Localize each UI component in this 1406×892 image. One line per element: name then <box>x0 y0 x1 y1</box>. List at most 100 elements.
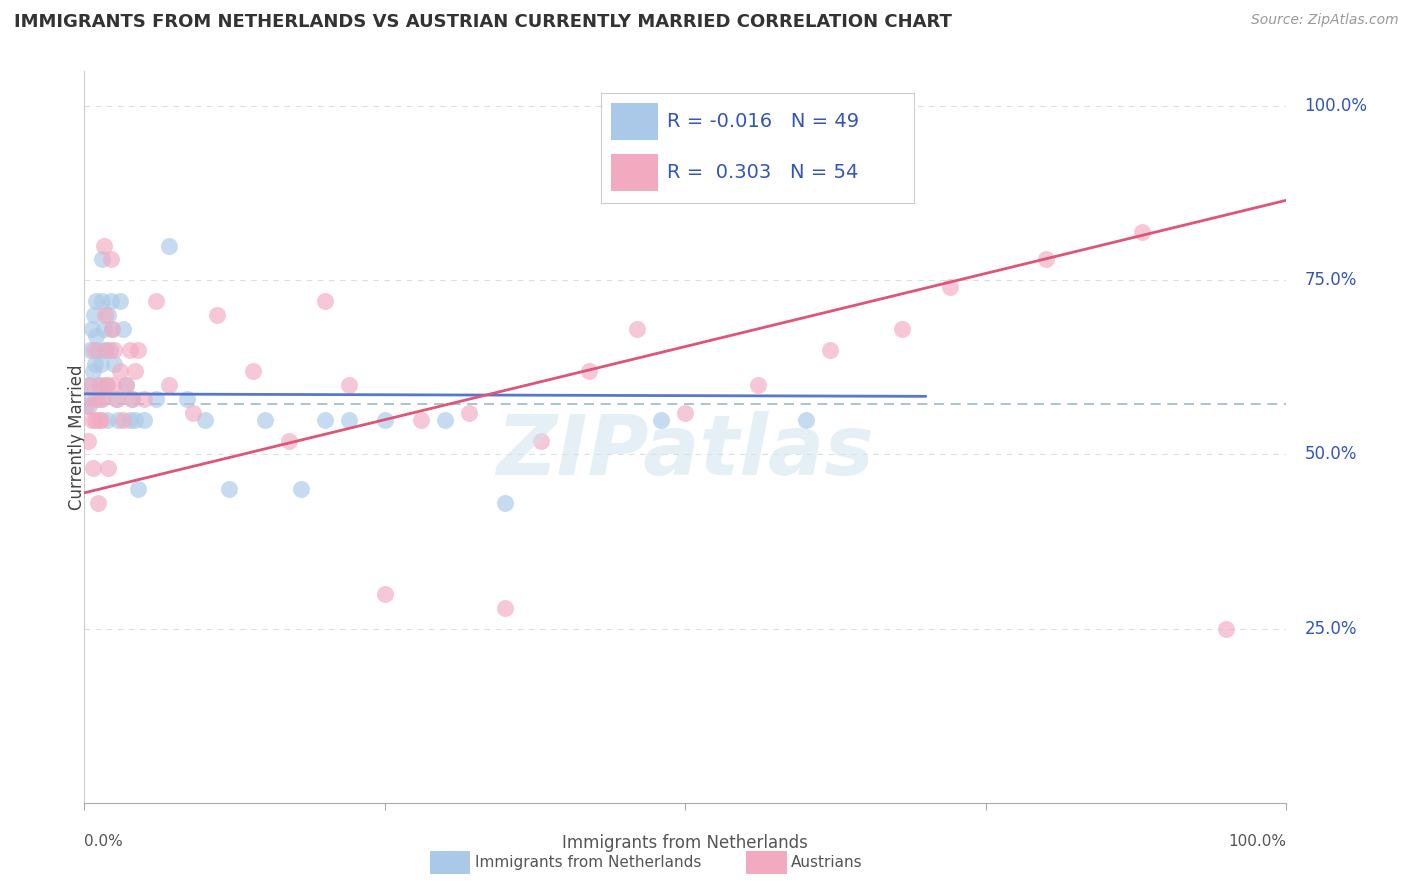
Point <box>194 412 217 426</box>
Point <box>84 412 107 426</box>
Point <box>124 364 146 378</box>
Point <box>104 392 127 406</box>
Text: Immigrants from Netherlands: Immigrants from Netherlands <box>562 834 808 852</box>
Point <box>157 377 180 392</box>
Point <box>82 364 104 378</box>
Point <box>626 322 648 336</box>
Point <box>77 399 100 413</box>
Text: IMMIGRANTS FROM NETHERLANDS VS AUSTRIAN CURRENTLY MARRIED CORRELATION CHART: IMMIGRANTS FROM NETHERLANDS VS AUSTRIAN … <box>14 13 952 31</box>
Point <box>103 357 125 371</box>
Point <box>115 377 138 392</box>
Point <box>79 343 101 357</box>
Point <box>77 434 100 448</box>
Point <box>75 392 97 406</box>
Point <box>93 238 115 252</box>
Point <box>890 322 912 336</box>
Point <box>80 412 103 426</box>
Point <box>794 412 817 426</box>
Point <box>458 406 481 420</box>
Text: Immigrants from Netherlands: Immigrants from Netherlands <box>475 855 702 870</box>
Point <box>86 294 108 309</box>
Point <box>91 294 114 309</box>
Point <box>96 377 118 392</box>
Point <box>79 377 101 392</box>
Point <box>181 406 204 420</box>
Point <box>80 322 103 336</box>
Point <box>314 294 336 309</box>
Point <box>1035 252 1057 267</box>
Point <box>218 483 240 497</box>
Point <box>314 412 336 426</box>
Point <box>94 343 117 357</box>
Text: ZIPatlas: ZIPatlas <box>496 411 875 492</box>
Point <box>101 322 124 336</box>
Point <box>77 377 100 392</box>
Point <box>105 392 128 406</box>
Point <box>290 483 312 497</box>
Point <box>111 322 134 336</box>
Point <box>747 377 769 392</box>
Point <box>86 392 108 406</box>
Point <box>675 406 697 420</box>
Point <box>374 587 396 601</box>
Point <box>91 252 114 267</box>
Point <box>96 412 118 426</box>
Point <box>242 364 264 378</box>
Point <box>409 412 432 426</box>
Point <box>107 412 129 426</box>
Point <box>374 412 396 426</box>
Point <box>84 357 107 371</box>
Text: 0.0%: 0.0% <box>84 834 124 849</box>
Point <box>110 294 132 309</box>
Point <box>110 364 132 378</box>
Point <box>115 377 138 392</box>
Text: R = -0.016   N = 49: R = -0.016 N = 49 <box>666 112 859 131</box>
Text: 25.0%: 25.0% <box>1305 620 1357 638</box>
Point <box>176 392 198 406</box>
Point <box>100 252 122 267</box>
Point <box>1130 225 1153 239</box>
Point <box>103 343 125 357</box>
Point <box>94 377 117 392</box>
FancyBboxPatch shape <box>610 103 658 140</box>
Text: 75.0%: 75.0% <box>1305 271 1357 289</box>
Point <box>83 343 105 357</box>
Point <box>121 392 143 406</box>
Point <box>494 496 516 510</box>
Point <box>97 308 120 322</box>
Point <box>205 308 228 322</box>
Point <box>86 496 108 510</box>
Point <box>157 238 180 252</box>
Point <box>101 322 124 336</box>
Point <box>494 600 516 615</box>
Text: R =  0.303   N = 54: R = 0.303 N = 54 <box>666 163 858 182</box>
Point <box>75 399 97 413</box>
Point <box>337 412 360 426</box>
Point <box>145 294 167 309</box>
Point <box>127 483 149 497</box>
Point <box>578 364 600 378</box>
Point <box>939 280 962 294</box>
Point <box>134 392 156 406</box>
Text: 100.0%: 100.0% <box>1305 97 1368 115</box>
Point <box>90 357 112 371</box>
Text: Austrians: Austrians <box>790 855 862 870</box>
Point <box>134 412 156 426</box>
Point <box>818 343 841 357</box>
Point <box>111 412 134 426</box>
Point <box>86 343 108 357</box>
Point <box>650 412 672 426</box>
Text: 50.0%: 50.0% <box>1305 445 1357 464</box>
Point <box>94 343 117 357</box>
Point <box>94 308 117 322</box>
Point <box>93 322 115 336</box>
Text: Source: ZipAtlas.com: Source: ZipAtlas.com <box>1251 13 1399 28</box>
Point <box>89 392 111 406</box>
Point <box>97 461 120 475</box>
Point <box>337 377 360 392</box>
Point <box>91 392 114 406</box>
Point <box>118 343 141 357</box>
Point <box>89 377 111 392</box>
Point <box>83 308 105 322</box>
Point <box>118 412 141 426</box>
